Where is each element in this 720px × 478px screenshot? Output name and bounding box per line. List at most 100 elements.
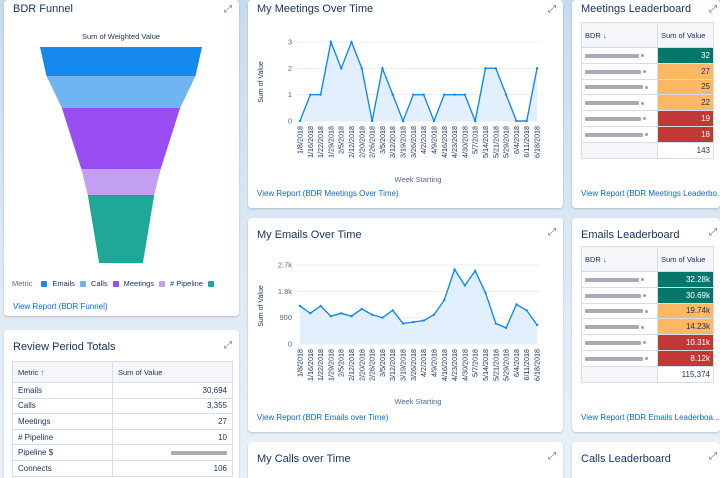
redacted-bdr-name[interactable] [581,47,658,64]
view-report-bdr-funnel[interactable]: View Report (BDR Funnel) [13,302,108,311]
column-header-bdr[interactable]: BDR ↓ [581,246,658,272]
data-point[interactable] [360,67,364,70]
data-point[interactable] [381,67,384,70]
data-point[interactable] [473,119,477,123]
view-report-meetings-over-time[interactable]: View Report (BDR Meetings Over Time) [257,189,399,198]
data-point[interactable] [319,304,322,308]
data-point[interactable] [484,291,487,294]
data-point[interactable] [401,119,405,123]
data-point[interactable] [412,320,415,324]
expand-icon[interactable]: ⤢ [709,451,717,462]
redacted-bdr-name[interactable] [581,286,658,304]
data-point[interactable] [432,313,436,316]
data-point[interactable] [370,313,374,316]
funnel-segment[interactable] [87,195,155,263]
redacted-bdr-name[interactable] [581,318,658,336]
redacted-bdr-name[interactable] [581,78,658,96]
data-point[interactable] [494,67,497,70]
data-point[interactable] [525,309,528,312]
funnel-segment[interactable] [46,76,196,108]
view-report-meetings-leaderboard[interactable]: View Report (BDR Meetings Leaderbo... [581,189,720,198]
data-point[interactable] [309,312,312,315]
data-point[interactable] [381,316,384,319]
data-point[interactable] [535,67,539,70]
redacted-bdr-name[interactable] [581,110,658,127]
series-line[interactable] [299,267,538,329]
data-point[interactable] [432,119,436,123]
x-tick-label: 6/11/2018 [522,349,531,380]
data-point[interactable] [504,326,508,330]
data-point[interactable] [515,119,518,123]
data-point[interactable] [484,67,487,70]
view-report-emails-leaderboard[interactable]: View Report (BDR Emails Leaderboa... [581,413,720,422]
expand-icon[interactable]: ⤢ [709,227,717,238]
data-point[interactable] [340,67,343,70]
total-value-cell: 143 [657,141,714,159]
funnel-segment[interactable] [61,108,181,169]
table-row: 19.74k [581,302,714,320]
expand-icon[interactable]: ⤢ [224,340,232,351]
data-point[interactable] [463,284,467,287]
redacted-bdr-name[interactable] [581,302,658,320]
data-point[interactable] [350,315,353,318]
x-tick-label: 3/19/2018 [399,349,408,381]
data-point[interactable] [443,93,446,96]
total-row: 143 [581,141,714,159]
expand-icon[interactable]: ⤢ [224,4,232,15]
data-point[interactable] [443,298,446,302]
total-label-cell [581,365,658,383]
series-line[interactable] [299,39,538,124]
data-point[interactable] [463,93,467,96]
data-point[interactable] [309,93,312,96]
data-point[interactable] [453,93,456,96]
x-tick-label: 1/8/2018 [296,349,305,377]
data-point[interactable] [535,323,539,327]
data-point[interactable] [473,269,477,273]
x-tick-label: 4/23/2018 [450,126,459,158]
funnel-segment[interactable] [40,47,202,76]
data-point[interactable] [504,93,508,96]
redacted-bdr-name[interactable] [581,62,658,80]
view-report-emails-over-time[interactable]: View Report (BDR Emails over Time) [257,413,389,422]
expand-icon[interactable]: ⤢ [548,451,556,462]
redacted-bdr-name[interactable] [581,334,658,351]
redacted-bdr-name[interactable] [581,94,658,112]
x-tick-label: 3/26/2018 [409,126,418,158]
column-header-sum-of-value[interactable]: Sum of Value [657,22,714,48]
metric-cell: Calls [12,397,113,415]
data-point[interactable] [319,93,322,96]
funnel-segment[interactable] [81,169,161,195]
data-point[interactable] [329,40,333,44]
data-point[interactable] [370,119,374,123]
data-point[interactable] [494,322,497,325]
redacted-bdr-name[interactable] [581,349,658,367]
data-point[interactable] [422,319,425,322]
meetings-leaderboard-table: BDR ↓ Sum of Value 32 27 25 22 19 18 143 [581,22,714,159]
data-point[interactable] [391,93,394,96]
data-point[interactable] [350,40,353,44]
expand-icon[interactable]: ⤢ [548,4,556,15]
value-cell: 106 [112,459,233,477]
data-point[interactable] [525,119,528,123]
data-point[interactable] [360,307,364,311]
data-point[interactable] [298,119,302,123]
column-header-metric[interactable]: Metric ↑ [12,361,113,383]
data-point[interactable] [340,312,343,315]
column-header-bdr[interactable]: BDR ↓ [581,22,658,48]
x-tick-label: 2/5/2018 [337,126,346,154]
expand-icon[interactable]: ⤢ [709,4,717,15]
data-point[interactable] [453,268,456,271]
emails-leaderboard-title: Emails Leaderboard [581,229,680,241]
expand-icon[interactable]: ⤢ [548,227,556,238]
data-point[interactable] [515,303,518,306]
data-point[interactable] [329,315,333,318]
column-header-sum-of-value[interactable]: Sum of Value [657,246,714,272]
column-header-sum-of-value[interactable]: Sum of Value [112,361,233,383]
redacted-bdr-name[interactable] [581,271,658,288]
data-point[interactable] [401,322,405,325]
data-point[interactable] [412,93,415,96]
data-point[interactable] [422,93,425,96]
redacted-bdr-name[interactable] [581,125,658,143]
data-point[interactable] [391,309,394,312]
data-point[interactable] [298,304,302,308]
